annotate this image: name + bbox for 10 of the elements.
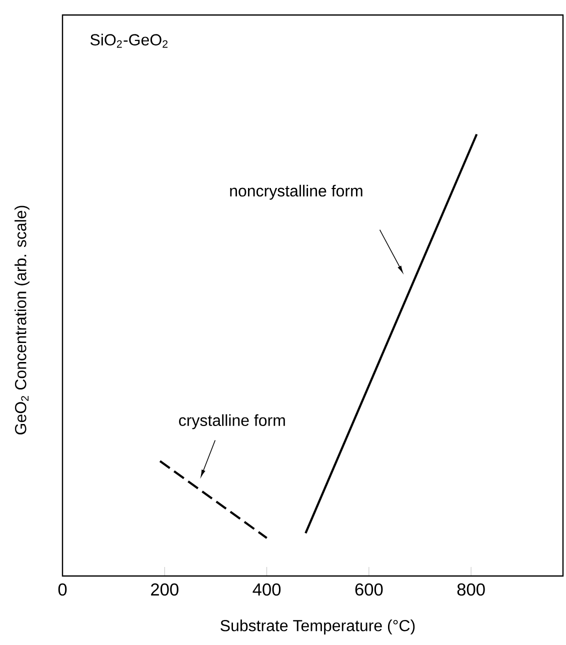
x-tick-label: 0 <box>58 583 67 596</box>
x-tick-label: 600 <box>355 583 383 596</box>
annotation: crystalline form <box>179 414 285 430</box>
x-tick-label: 800 <box>457 583 485 596</box>
x-tick-label: 400 <box>252 583 281 596</box>
annotation: noncrystalline form <box>230 184 362 200</box>
chart-title: SiO$_{2}$-GeO$_{2}$ <box>90 34 168 48</box>
x-tick-label: 200 <box>151 583 178 596</box>
x-axis-title: Substrate Temperature (°C) <box>220 620 415 634</box>
y-axis-title: GeO$_{2}$ Concentration (arb. scale) <box>14 206 30 434</box>
